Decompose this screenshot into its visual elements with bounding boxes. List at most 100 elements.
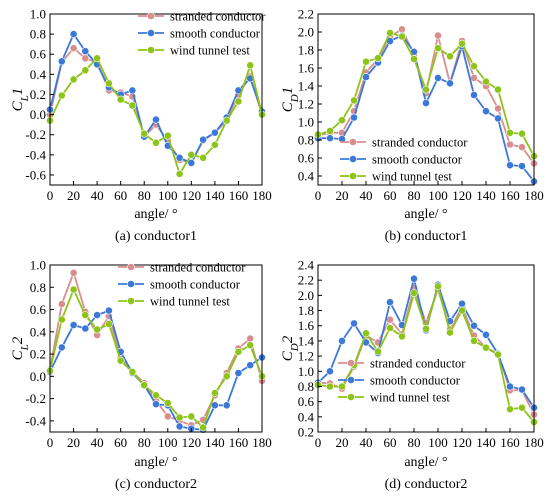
y-tick-label: 0.6	[298, 151, 315, 166]
legend-swatch-marker	[147, 46, 155, 54]
y-tick-label: 1.8	[298, 303, 314, 318]
data-point	[326, 134, 334, 143]
x-tick-label: 140	[205, 188, 225, 203]
legend-label: smooth conductor	[372, 153, 463, 167]
data-point	[199, 423, 207, 432]
data-point	[175, 413, 184, 422]
legend-swatch-marker	[349, 172, 357, 180]
data-point	[57, 57, 66, 66]
x-tick-label: 100	[428, 435, 448, 450]
legend-label: wind tunnel test	[372, 170, 452, 184]
y-tick-label: 0.4	[30, 67, 47, 82]
legend-swatch-marker	[147, 29, 155, 37]
data-point	[57, 343, 66, 352]
x-tick-label: 0	[315, 435, 322, 450]
y-tick-label: 0.8	[298, 379, 314, 394]
x-tick-label: 80	[408, 188, 421, 203]
data-point	[362, 329, 370, 338]
x-tick-label: 60	[384, 435, 397, 450]
data-point	[338, 336, 346, 345]
data-point	[175, 153, 184, 162]
data-point	[116, 95, 125, 104]
x-tick-label: 160	[229, 435, 249, 450]
data-point	[410, 289, 418, 297]
data-point	[69, 321, 78, 329]
legend: stranded conductor smooth conductor wind t…	[338, 357, 466, 405]
x-tick-label: 120	[452, 435, 472, 450]
data-point	[57, 315, 66, 324]
legend-swatch-marker	[127, 263, 135, 271]
y-tick-label: 1.4	[298, 333, 315, 348]
data-point	[246, 334, 255, 343]
x-tick-label: 100	[428, 188, 448, 203]
plot-frame	[317, 264, 535, 433]
data-point	[234, 97, 243, 106]
data-point	[69, 44, 78, 53]
legend-swatch-marker	[347, 359, 355, 367]
data-point	[69, 75, 78, 84]
data-point	[246, 341, 255, 350]
data-point	[210, 389, 219, 397]
data-point	[506, 140, 514, 149]
data-point	[234, 369, 243, 377]
data-point	[422, 324, 430, 333]
data-point	[494, 350, 502, 359]
data-point	[105, 320, 113, 328]
x-tick-label: 40	[360, 435, 373, 450]
data-point	[326, 367, 334, 376]
data-point	[494, 104, 502, 113]
y-axis-label: CD1	[280, 87, 301, 112]
data-point	[410, 274, 418, 283]
y-tick-label: 0.4	[298, 409, 315, 424]
y-tick-label: 1.6	[298, 318, 315, 333]
x-tick-label: 140	[476, 188, 496, 203]
x-tick-label: 0	[47, 435, 54, 450]
plot-frame	[49, 13, 263, 186]
data-point	[234, 347, 243, 356]
data-point	[128, 101, 137, 110]
data-point	[446, 52, 454, 61]
data-point	[482, 330, 490, 339]
panel-caption: (a) conductor1	[115, 229, 197, 244]
x-tick-label: 120	[182, 435, 202, 450]
data-point	[350, 319, 358, 328]
data-point	[222, 116, 231, 125]
y-tick-label: 0.2	[298, 425, 314, 440]
data-point	[374, 347, 382, 356]
legend-swatch-marker	[127, 297, 135, 305]
data-point	[458, 39, 466, 48]
x-tick-label: 80	[138, 435, 151, 450]
plot-frame	[317, 13, 535, 186]
legend-swatch-marker	[349, 138, 357, 146]
y-tick-label: 0.0	[30, 107, 46, 122]
y-tick-label: 0.6	[298, 394, 315, 409]
y-tick-label: 2.0	[298, 25, 314, 40]
data-point	[105, 79, 113, 88]
data-point	[398, 332, 406, 341]
y-tick-label: 1.8	[298, 43, 314, 58]
x-tick-label: 40	[360, 188, 373, 203]
x-tick-label: 60	[384, 188, 397, 203]
data-point	[175, 422, 184, 431]
data-point	[410, 55, 418, 63]
data-point	[199, 153, 207, 162]
data-point	[81, 324, 90, 333]
data-point	[518, 143, 526, 152]
data-point	[446, 79, 454, 88]
data-point	[398, 32, 406, 41]
data-point	[93, 311, 101, 319]
data-point	[81, 47, 90, 56]
y-tick-label: 1.0	[298, 115, 314, 130]
legend: stranded conductor smooth conductor wind t…	[118, 261, 246, 309]
data-point	[116, 356, 125, 365]
data-point	[163, 412, 172, 421]
legend-label: wind tunnel test	[170, 44, 250, 58]
legend-label: smooth conductor	[150, 278, 241, 292]
x-tick-label: 140	[476, 435, 496, 450]
chart-panel-1: 0 20 40 60 80 100 120 140 160 180 0.4 0.6 0.8 1.0 1.2 1…	[280, 7, 544, 245]
y-tick-label: 1.2	[298, 349, 314, 364]
y-tick-label: -0.2	[25, 127, 46, 142]
data-point	[518, 385, 526, 394]
data-point	[57, 91, 66, 100]
